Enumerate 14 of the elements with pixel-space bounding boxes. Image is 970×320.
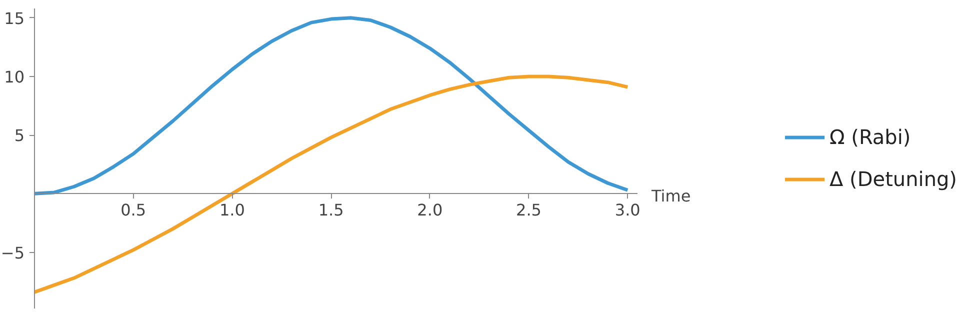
- x-tick-label: 2.0: [417, 200, 443, 220]
- x-tick-label: 1.5: [318, 200, 344, 220]
- y-tick-label: 10: [4, 67, 24, 86]
- x-tick-label: 0.5: [120, 200, 146, 220]
- x-tick-label: 1.0: [219, 200, 245, 220]
- legend-label: Δ (Detuning): [830, 167, 957, 191]
- legend-label: Ω (Rabi): [830, 125, 911, 149]
- y-tick-label: 15: [4, 8, 24, 28]
- x-axis-title: Time: [650, 186, 691, 206]
- x-tick-label: 2.5: [516, 200, 542, 220]
- x-tick-label: 3.0: [614, 200, 640, 220]
- y-tick-label: −5: [0, 243, 25, 262]
- y-tick-label: 5: [14, 126, 25, 146]
- line-series: [32, 16, 630, 196]
